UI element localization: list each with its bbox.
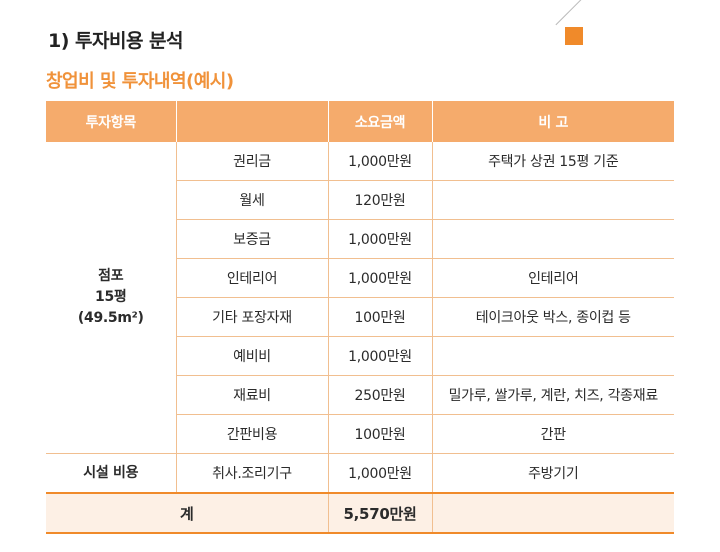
table-row: 예비비 1,000만원 [46,336,674,376]
header-category: 투자항목 [46,101,176,142]
row-amount: 250만원 [327,375,432,415]
row-item: 보증금 [175,219,328,259]
row-note: 주택가 상권 15평 기준 [431,142,674,181]
row-amount: 1,000만원 [327,453,432,494]
section-title: 1) 투자비용 분석 [48,30,184,52]
total-amount: 5,570만원 [327,493,432,534]
row-item: 월세 [175,180,328,220]
table-row: 보증금 1,000만원 [46,219,674,259]
row-note: 테이크아웃 박스, 종이컵 등 [431,297,674,337]
total-note [431,493,674,534]
row-item: 기타 포장자재 [175,297,328,337]
row-note: 주방기기 [431,453,674,494]
table-row: 간판비용 100만원 간판 [46,414,674,454]
row-note [431,219,674,259]
row-amount: 1,000만원 [327,219,432,259]
table-row: 점포 15평 (49.5m²) 권리금 1,000만원 주택가 상권 15평 기… [46,142,674,454]
table-row: 인테리어 1,000만원 인테리어 [46,258,674,298]
row-item: 인테리어 [175,258,328,298]
table-row: 기타 포장자재 100만원 테이크아웃 박스, 종이컵 등 [46,297,674,337]
row-amount: 1,000만원 [327,336,432,376]
group-facility: 시설 비용 [46,453,176,494]
decorative-square [565,27,583,45]
row-note [431,336,674,376]
table-row: 월세 120만원 [46,180,674,220]
table-row: 재료비 250만원 밀가루, 쌀가루, 계란, 치즈, 각종재료 [46,375,674,415]
group-store-line2: 15평 [95,289,127,305]
header-amount: 소요금액 [327,101,432,142]
row-item: 재료비 [175,375,328,415]
row-item: 권리금 [175,142,328,181]
table-subtitle: 창업비 및 투자내역(예시) [46,71,234,92]
investment-table: 투자항목 소요금액 비 고 점포 15평 (49.5m²) 권리금 1,000만… [46,101,674,534]
header-row: 투자항목 소요금액 비 고 [46,101,674,142]
row-amount: 1,000만원 [327,142,432,181]
row-item: 예비비 [175,336,328,376]
row-amount: 100만원 [327,297,432,337]
total-row: 계 5,570만원 [46,493,674,534]
row-amount: 1,000만원 [327,258,432,298]
decorative-line [555,0,589,26]
header-item [175,101,328,142]
row-amount: 100만원 [327,414,432,454]
group-store-line1: 점포 [98,268,124,284]
total-label: 계 [46,493,328,534]
header-note: 비 고 [431,101,674,142]
row-note: 간판 [431,414,674,454]
row-item: 간판비용 [175,414,328,454]
group-store-line3: (49.5m²) [77,310,144,326]
row-note: 밀가루, 쌀가루, 계란, 치즈, 각종재료 [431,375,674,415]
row-note [431,180,674,220]
row-amount: 120만원 [327,180,432,220]
facility-row: 시설 비용 취사.조리기구 1,000만원 주방기기 [46,453,674,494]
group-store: 점포 15평 (49.5m²) [46,142,176,454]
row-note: 인테리어 [431,258,674,298]
row-item: 취사.조리기구 [175,453,328,494]
